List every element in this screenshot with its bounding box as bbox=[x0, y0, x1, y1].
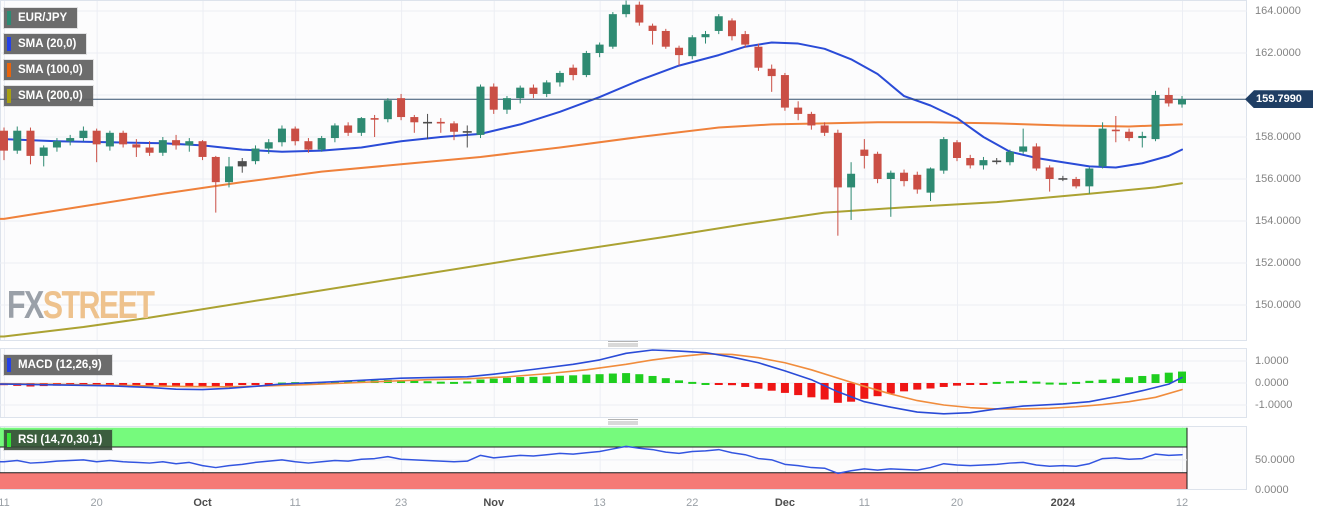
sma200-color-bar bbox=[7, 89, 11, 103]
sma100-color-bar bbox=[7, 63, 11, 77]
macd-panel[interactable] bbox=[0, 348, 1247, 418]
date-tick: 11 bbox=[289, 497, 301, 509]
sma100-label: SMA (100,0) bbox=[18, 64, 83, 76]
macd-tick: 0.0000 bbox=[1255, 377, 1289, 389]
rsi-tick: 50.0000 bbox=[1255, 453, 1295, 466]
price-tick: 158.0000 bbox=[1255, 131, 1301, 143]
date-tick: 22 bbox=[686, 497, 699, 509]
price-tick: 156.0000 bbox=[1255, 173, 1301, 185]
date-tick: 13 bbox=[593, 497, 606, 509]
macd-tick: -1.0000 bbox=[1255, 399, 1293, 411]
sma20-label: SMA (20,0) bbox=[18, 38, 77, 50]
watermark-street: STREET bbox=[42, 284, 155, 327]
date-tick: 20 bbox=[950, 497, 964, 509]
date-tick: Oct bbox=[193, 497, 212, 509]
date-tick: Nov bbox=[483, 497, 505, 509]
price-tick: 164.0000 bbox=[1255, 5, 1301, 17]
macd-tick: 1.0000 bbox=[1255, 355, 1289, 367]
sma20-legend-badge[interactable]: SMA (20,0) bbox=[4, 34, 87, 54]
symbol-color-bar bbox=[7, 11, 11, 25]
sma100-legend-badge[interactable]: SMA (100,0) bbox=[4, 60, 93, 80]
macd-legend-badge[interactable]: MACD (12,26,9) bbox=[4, 355, 112, 375]
rsi-color-bar bbox=[7, 433, 11, 447]
date-tick: 2024 bbox=[1050, 497, 1076, 509]
sma200-label: SMA (200,0) bbox=[18, 90, 83, 102]
price-tick: 150.0000 bbox=[1255, 299, 1301, 311]
macd-color-bar bbox=[7, 358, 11, 372]
price-tick: 162.0000 bbox=[1255, 47, 1301, 59]
last-price-tag: 159.7990 bbox=[1245, 90, 1313, 109]
rsi-label: RSI (14,70,30,1) bbox=[18, 434, 103, 446]
date-tick: 11 bbox=[0, 497, 10, 509]
rsi-panel-resize-handle[interactable] bbox=[608, 419, 638, 426]
macd-panel-resize-handle[interactable] bbox=[608, 341, 638, 348]
date-tick: Dec bbox=[774, 497, 795, 509]
symbol-legend-badge[interactable]: EUR/JPY bbox=[4, 8, 78, 28]
sma20-color-bar bbox=[7, 37, 11, 51]
date-tick: 11 bbox=[858, 497, 871, 509]
price-tick: 154.0000 bbox=[1255, 215, 1301, 227]
rsi-panel[interactable] bbox=[0, 426, 1247, 490]
price-tick: 152.0000 bbox=[1255, 257, 1301, 269]
price-panel[interactable] bbox=[0, 0, 1247, 341]
date-tick: 20 bbox=[90, 497, 103, 509]
fxstreet-watermark: FXSTREET bbox=[7, 284, 155, 328]
date-tick: 23 bbox=[394, 497, 408, 509]
symbol-label: EUR/JPY bbox=[18, 12, 68, 24]
rsi-legend-badge[interactable]: RSI (14,70,30,1) bbox=[4, 430, 113, 450]
macd-label: MACD (12,26,9) bbox=[18, 359, 102, 371]
date-tick: 12 bbox=[1175, 497, 1189, 509]
watermark-fx: FX bbox=[7, 284, 44, 327]
rsi-tick: 0.0000 bbox=[1255, 484, 1289, 496]
sma200-legend-badge[interactable]: SMA (200,0) bbox=[4, 86, 93, 106]
